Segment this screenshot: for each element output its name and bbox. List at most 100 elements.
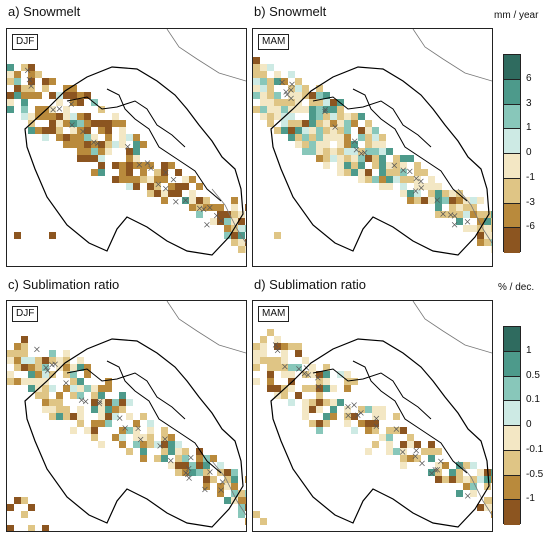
grid-cell [295, 78, 302, 85]
grid-cell [91, 427, 98, 434]
season-tag-a: DJF [12, 34, 39, 50]
grid-cell [84, 134, 91, 141]
grid-cell [231, 211, 238, 218]
significance-hatch [185, 465, 192, 472]
grid-cell [119, 427, 126, 434]
grid-cell [449, 469, 456, 476]
grid-cell [379, 434, 386, 441]
grid-cell [365, 155, 372, 162]
grid-cell [63, 106, 70, 113]
grid-cell [302, 92, 309, 99]
grid-cell [330, 120, 337, 127]
grid-cell [63, 357, 70, 364]
grid-cell [379, 176, 386, 183]
grid-cell [147, 190, 154, 197]
grid-cell [105, 385, 112, 392]
significance-hatch [157, 443, 163, 449]
grid-cell [477, 239, 484, 246]
grid-cell [245, 246, 246, 253]
grid-cell [189, 190, 196, 197]
colorbar-tick-label: -6 [526, 221, 535, 233]
colorbar-swatch [504, 178, 520, 204]
grid-cell [316, 99, 323, 106]
grid-cell [70, 85, 77, 92]
significance-hatch [91, 139, 97, 146]
hatch-stroke [451, 221, 458, 228]
grid-cell [91, 169, 98, 176]
grid-cell [302, 85, 309, 92]
grid-cell [491, 504, 492, 511]
grid-cell [42, 371, 49, 378]
grid-cell [295, 99, 302, 106]
grid-cell [435, 197, 442, 204]
grid-cell [281, 350, 288, 357]
hatch-stroke [170, 176, 177, 183]
hatch-stroke [213, 212, 220, 219]
grid-cell [407, 434, 414, 441]
grid-cell [203, 455, 210, 462]
grid-cell [77, 92, 84, 99]
grid-cell [168, 190, 175, 197]
grid-cell [316, 92, 323, 99]
grid-cell [358, 155, 365, 162]
grid-cell [309, 127, 316, 134]
grid-cell [14, 378, 21, 385]
grid-cell [428, 183, 435, 190]
grid-cell [70, 392, 77, 399]
grid-cell [238, 511, 245, 518]
significance-hatch [144, 160, 151, 166]
significance-hatch [63, 380, 69, 386]
grid-cell [210, 204, 217, 211]
grid-cell [126, 169, 133, 176]
significance-hatch [34, 346, 40, 353]
basin-boundary [312, 368, 432, 420]
grid-cell [105, 413, 112, 420]
hatch-stroke [26, 76, 33, 83]
colorbar-swatch [504, 426, 520, 451]
grid-cell [133, 162, 140, 169]
grid-cell [168, 448, 175, 455]
grid-cell [7, 99, 14, 106]
grid-cell [463, 211, 470, 218]
hatch-stroke [345, 412, 351, 419]
grid-cell [133, 183, 140, 190]
grid-cell [175, 455, 182, 462]
grid-cell [456, 469, 463, 476]
colorbar-swatch [504, 376, 520, 402]
grid-cell [309, 406, 316, 413]
grid-cell [7, 378, 14, 385]
grid-cell [470, 197, 477, 204]
significance-hatch [219, 479, 226, 485]
grid-cell [393, 413, 400, 420]
significance-hatch [188, 454, 194, 461]
grid-cell [224, 483, 231, 490]
hatch-stroke [272, 342, 279, 348]
grid-cell [119, 176, 126, 183]
grid-cell [295, 120, 302, 127]
grid-cell [168, 462, 175, 469]
grid-cell [147, 441, 154, 448]
grid-cell [477, 469, 484, 476]
hatch-stroke [434, 197, 440, 203]
grid-cell [442, 190, 449, 197]
grid-cell [91, 385, 98, 392]
grid-cell [358, 113, 365, 120]
grid-cell [253, 57, 260, 64]
grid-cell [42, 357, 49, 364]
grid-cell [119, 162, 126, 169]
grid-cell [365, 427, 372, 434]
significance-hatch [315, 383, 322, 390]
grid-cell [91, 406, 98, 413]
colorbar-tick-label: -1 [526, 171, 535, 183]
grid-cell [224, 211, 231, 218]
grid-cell [477, 232, 484, 239]
grid-cell [400, 176, 407, 183]
basin-boundary [66, 368, 186, 420]
hatch-stroke [196, 205, 203, 212]
significance-hatch [296, 366, 302, 372]
significance-hatch [322, 106, 329, 113]
grid-cell [77, 155, 84, 162]
grid-cell [302, 134, 309, 141]
grid-cell [463, 483, 470, 490]
grid-cell [196, 183, 203, 190]
